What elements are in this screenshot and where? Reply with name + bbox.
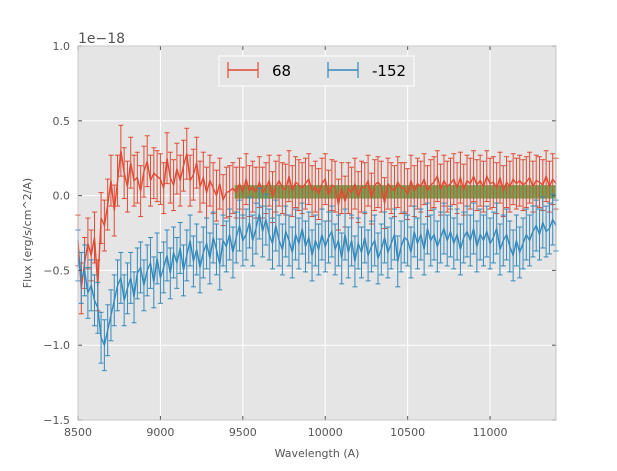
plot-frame <box>77 45 557 421</box>
series-line--152 <box>77 213 557 348</box>
y-tick-label: −0.5 <box>43 264 70 277</box>
legend: 68 -152 <box>218 55 415 87</box>
x-tick-label: 9000 <box>146 426 174 439</box>
y-tick-label: −1.0 <box>43 339 70 352</box>
y-tick-label: 0.5 <box>53 115 71 128</box>
y-tick-label: 1.0 <box>53 40 71 53</box>
x-tick-label: 10000 <box>308 426 343 439</box>
x-tick-label: 11000 <box>473 426 508 439</box>
x-tick-label: 10500 <box>390 426 425 439</box>
tick-layer: 8500 9000 9500 10000 10500 11000 −1.5 −1.0 −0.5 0… <box>43 40 557 439</box>
legend-frame <box>218 55 415 87</box>
x-tick-label: 8500 <box>64 426 92 439</box>
y-axis-label: Flux (erg/s/cm^2/A) <box>21 178 34 288</box>
offset-label: 1e−18 <box>78 31 125 47</box>
y-tick-label: −1.5 <box>43 414 70 427</box>
legend-symbol-152 <box>327 62 359 78</box>
legend-label-68: 68 <box>272 62 291 80</box>
series-line-68 <box>77 150 557 289</box>
x-tick-label: 9500 <box>229 426 257 439</box>
series-68 <box>75 124 559 315</box>
x-axis-label: Wavelength (A) <box>275 447 360 460</box>
legend-symbol-68 <box>227 62 259 78</box>
y-tick-label: 0.0 <box>53 190 71 203</box>
plot-background <box>78 46 556 420</box>
legend-label-152: -152 <box>372 62 406 80</box>
